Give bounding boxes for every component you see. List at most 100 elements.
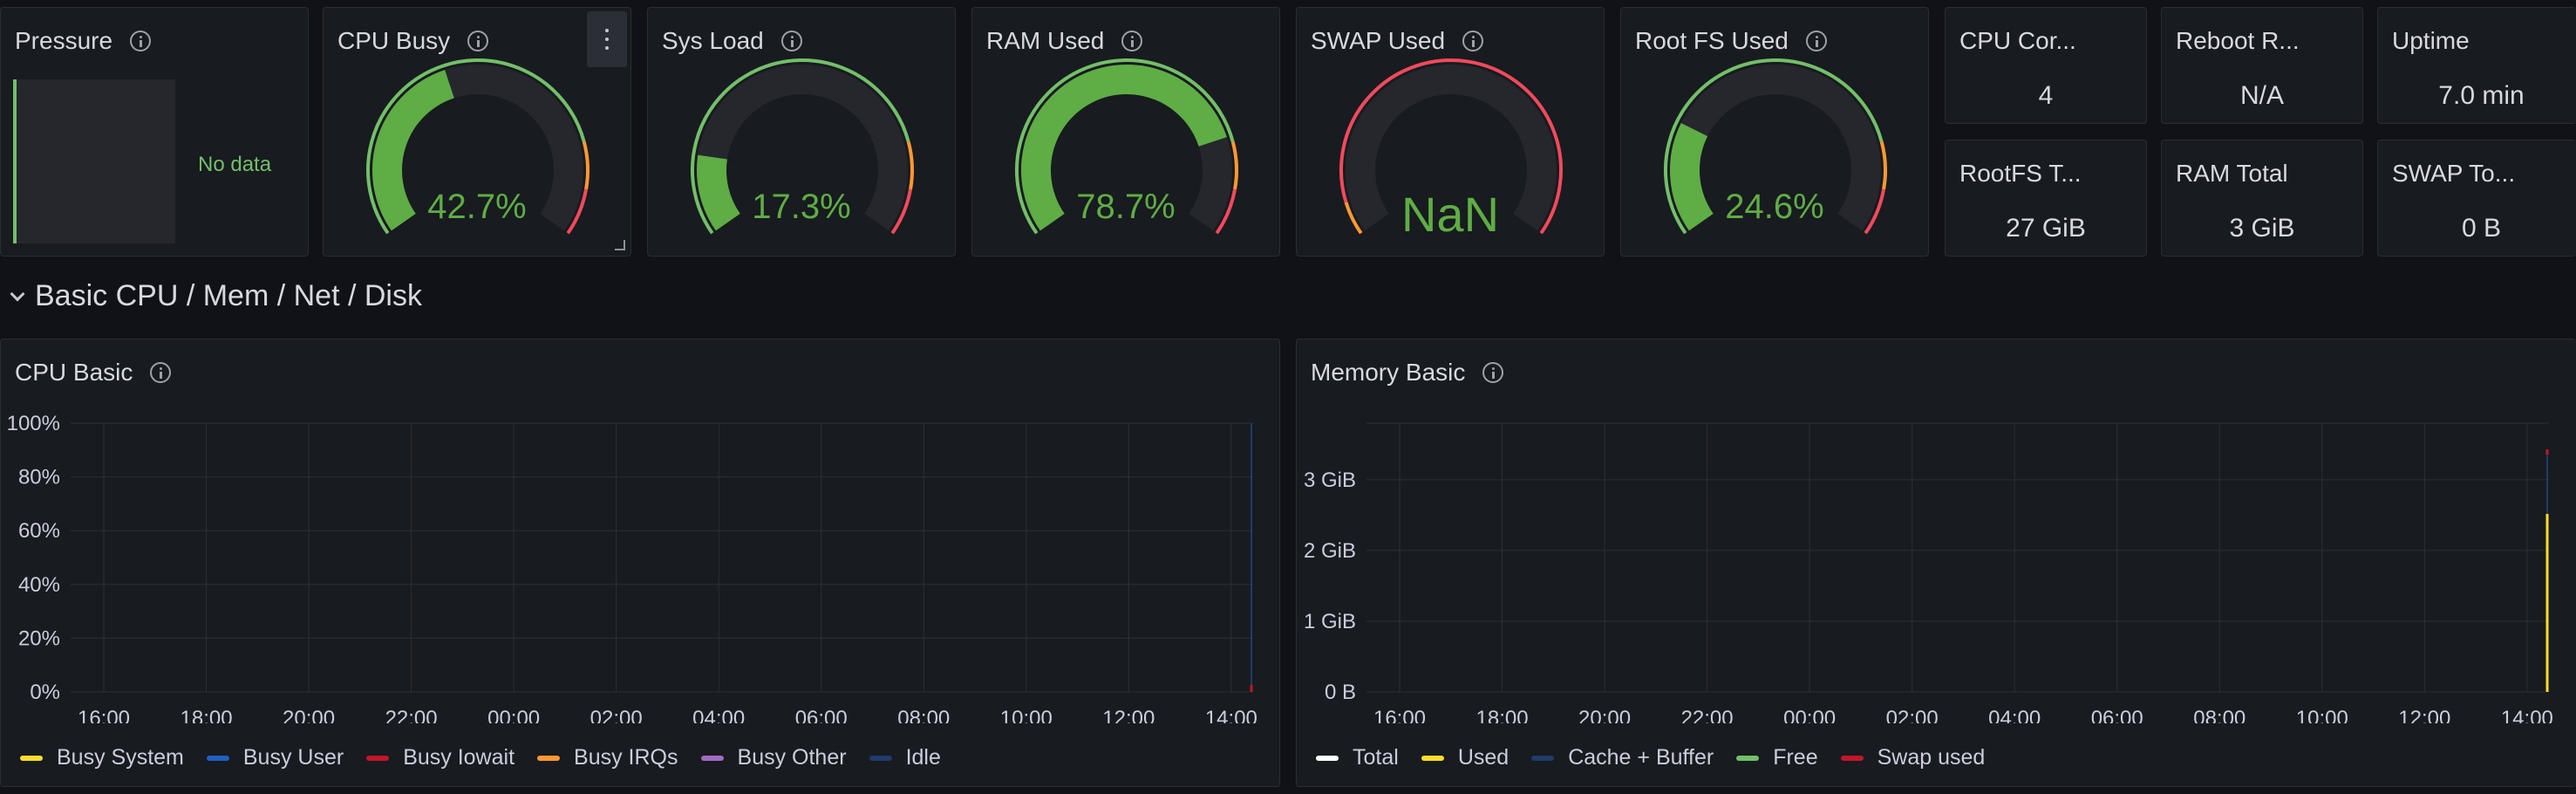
ram-used-value: 78.7% [1076, 188, 1176, 226]
root-fs-used-panel[interactable]: Root FS Used 24.6% [1620, 7, 1929, 257]
y-tick-label: 80% [18, 466, 60, 489]
cpu-busy-value: 42.7% [427, 188, 527, 226]
cpu-basic-panel[interactable]: CPU Basic 0% 20% 40% 60% 80% 100% 16:00 18:00 20… [0, 339, 1280, 787]
gauge-fill [1021, 65, 1227, 231]
pressure-panel[interactable]: Pressure No data [0, 7, 309, 257]
memory-basic-legend: Total Used Cache + Buffer Free Swap used [1316, 745, 2007, 770]
cpu-cores-panel[interactable]: CPU Cor... 4 [1945, 7, 2147, 124]
row-title: Basic CPU / Mem / Net / Disk [35, 279, 422, 312]
legend-swatch [1736, 755, 1760, 761]
cpu-cores-value: 4 [2038, 81, 2054, 110]
x-tick-label: 18:00 [1476, 707, 1529, 723]
threshold-arc [1015, 58, 1235, 235]
legend-item[interactable]: Total [1316, 745, 1399, 770]
swap-used-panel[interactable]: SWAP Used NaN [1296, 7, 1605, 257]
legend-item[interactable]: Idle [869, 745, 941, 770]
sys-load-gauge [691, 58, 914, 235]
x-tick-label: 16:00 [1373, 707, 1426, 723]
x-tick-label: 00:00 [487, 707, 540, 723]
info-icon[interactable] [130, 31, 152, 51]
legend-item[interactable]: Busy Iowait [366, 745, 515, 770]
legend-swatch [366, 755, 390, 761]
y-tick-label: 60% [18, 519, 60, 543]
legend-swatch [1840, 755, 1864, 761]
x-tick-label: 16:00 [78, 707, 130, 723]
legend-item[interactable]: Busy System [20, 745, 184, 770]
ram-used-gauge [1015, 58, 1238, 235]
x-tick-label: 20:00 [283, 707, 335, 723]
legend-label: Busy IRQs [574, 745, 678, 770]
y-tick-label: 3 GiB [1304, 469, 1356, 492]
threshold-arc [1664, 58, 1884, 235]
legend-swatch [700, 755, 724, 761]
legend-label: Swap used [1877, 745, 1986, 770]
info-icon[interactable] [150, 362, 172, 383]
legend-swatch [869, 755, 892, 761]
x-tick-label: 04:00 [692, 707, 745, 723]
legend-label: Busy Other [737, 745, 847, 770]
y-tick-label: 1 GiB [1304, 610, 1356, 633]
swap-used-gauge [1339, 58, 1563, 235]
info-icon[interactable] [1462, 31, 1484, 51]
cpu-basic-title: CPU Basic [15, 359, 172, 387]
legend-item[interactable]: Used [1421, 745, 1509, 770]
legend-swatch [20, 755, 43, 761]
x-tick-label: 14:00 [2501, 707, 2553, 723]
x-tick-label: 08:00 [2193, 707, 2245, 723]
y-tick-label: 0 B [1325, 681, 1356, 704]
legend-swatch [537, 755, 561, 761]
threshold-arc [1864, 188, 1886, 235]
info-icon[interactable] [780, 31, 802, 51]
x-tick-label: 14:00 [1205, 707, 1257, 723]
swap-total-panel[interactable]: SWAP To... 0 B [2377, 140, 2576, 257]
info-icon[interactable] [1121, 31, 1143, 51]
ram-total-panel[interactable]: RAM Total 3 GiB [2161, 140, 2363, 257]
x-tick-label: 10:00 [1000, 707, 1053, 723]
chevron-down-icon[interactable] [10, 286, 25, 301]
pressure-title: Pressure [15, 27, 152, 55]
sys-load-value: 17.3% [752, 188, 851, 226]
legend-swatch [1421, 755, 1444, 761]
ram-used-panel[interactable]: RAM Used 78.7% [971, 7, 1280, 257]
y-tick-label: 40% [18, 573, 60, 597]
swap-total-value: 0 B [2461, 214, 2502, 243]
threshold-arc [890, 188, 913, 235]
legend-item[interactable]: Busy IRQs [537, 745, 678, 770]
memory-basic-panel[interactable]: Memory Basic 0 B 1 GiB 2 GiB 3 GiB 16:00 18:0… [1296, 339, 2576, 787]
legend-item[interactable]: Busy Other [700, 745, 847, 770]
root-fs-used-value: 24.6% [1725, 188, 1824, 226]
threshold-arc [1230, 140, 1238, 190]
legend-item[interactable]: Swap used [1840, 745, 1986, 770]
cpu-basic-chart[interactable]: 0% 20% 40% 60% 80% 100% 16:00 18:00 20:00 22:00 00… [1, 339, 1280, 723]
sys-load-panel[interactable]: Sys Load 17.3% [647, 7, 956, 257]
reboot-required-panel[interactable]: Reboot R... N/A [2161, 7, 2363, 124]
cpu-busy-title: CPU Busy [337, 27, 489, 55]
legend-swatch [1531, 755, 1555, 761]
legend-item[interactable]: Cache + Buffer [1531, 745, 1714, 770]
memory-basic-chart[interactable]: 0 B 1 GiB 2 GiB 3 GiB 16:00 18:00 20:00 22:00 00… [1297, 339, 2576, 723]
rootfs-total-title: RootFS T... [1959, 160, 2082, 187]
info-icon[interactable] [467, 31, 489, 51]
panel-menu-icon[interactable] [587, 11, 627, 67]
legend-item[interactable]: Free [1736, 745, 1818, 770]
swap-used-value: NaN [1400, 187, 1500, 242]
resize-handle-icon[interactable] [615, 240, 625, 250]
rootfs-total-panel[interactable]: RootFS T... 27 GiB [1945, 140, 2147, 257]
cpu-busy-panel[interactable]: CPU Busy 42.7% [323, 7, 631, 257]
legend-label: Busy System [57, 745, 184, 770]
uptime-panel[interactable]: Uptime 7.0 min [2377, 7, 2576, 124]
root-fs-used-gauge [1664, 58, 1887, 235]
x-tick-label: 00:00 [1783, 707, 1836, 723]
rootfs-total-value: 27 GiB [2006, 214, 2086, 243]
x-tick-label: 22:00 [385, 707, 438, 723]
x-tick-label: 20:00 [1578, 707, 1631, 723]
legend-item[interactable]: Busy User [206, 745, 344, 770]
x-tick-label: 12:00 [1102, 707, 1155, 723]
threshold-arc [566, 188, 589, 235]
no-data-label: No data [198, 153, 272, 176]
y-tick-label: 2 GiB [1304, 539, 1356, 563]
info-icon[interactable] [1805, 31, 1827, 51]
row-header-basic[interactable]: Basic CPU / Mem / Net / Disk [10, 279, 422, 313]
legend-label: Cache + Buffer [1568, 745, 1714, 770]
info-icon[interactable] [1482, 362, 1504, 383]
